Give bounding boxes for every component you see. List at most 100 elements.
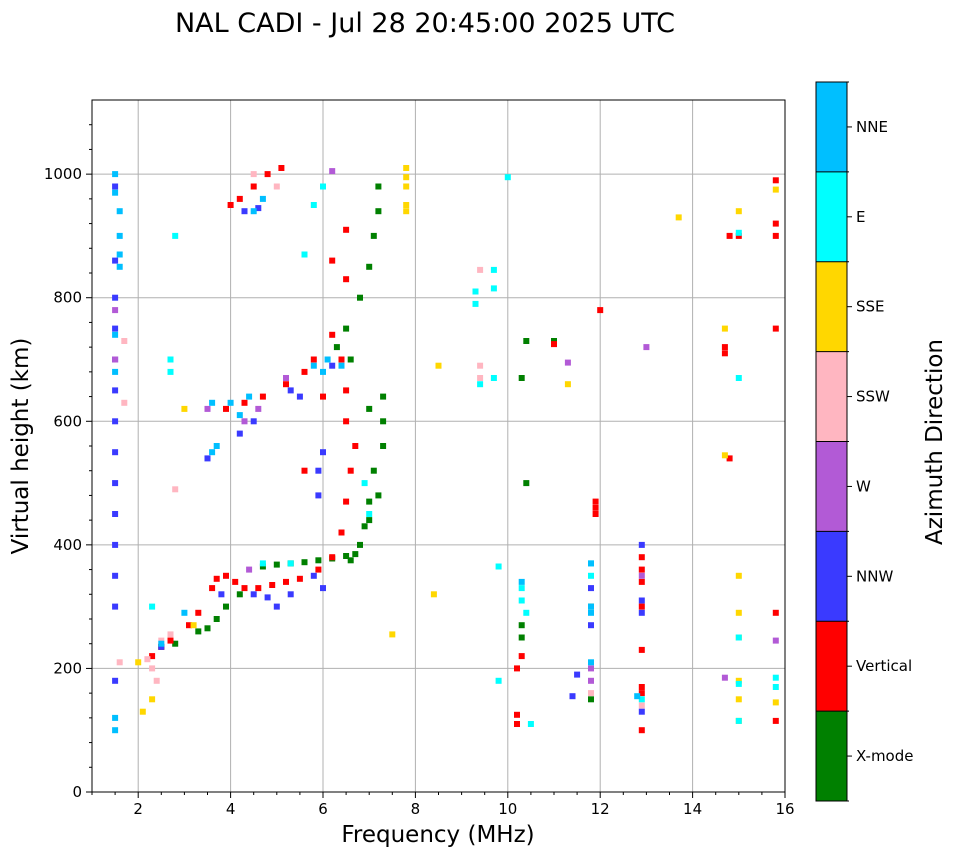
colorbar-frame [815,81,848,802]
data-point-x-mode [273,561,280,568]
data-point-e [735,634,742,641]
data-point-sse [149,696,156,703]
x-tick-label: 4 [226,800,236,818]
data-point-nne [116,263,123,270]
colorbar-segment [816,261,847,352]
data-point-vertical [149,653,156,660]
data-point-e [366,511,373,517]
data-point-x-mode [366,498,373,505]
data-point-nne [158,640,165,647]
data-point-sse [735,208,742,215]
data-point-nne [324,356,331,363]
y-tick-label: 0 [72,783,82,801]
data-point-ssw [477,266,484,273]
data-point-x-mode [375,208,382,215]
data-point-x-mode [588,696,594,703]
data-point-nnw [112,511,119,517]
data-point-nne [116,208,123,215]
data-point-e [167,356,174,363]
data-point-ssw [638,702,645,709]
data-point-ssw [273,183,280,190]
x-tick-label: 14 [683,800,702,818]
data-point-x-mode [223,603,229,610]
data-point-ssw [153,677,160,684]
data-point-ssw [149,665,156,672]
data-point-nnw [112,257,119,264]
data-point-w [721,674,728,681]
data-point-nne [588,609,594,616]
data-point-vertical [592,511,599,517]
data-point-nne [588,603,594,610]
colorbar-segment [816,621,847,712]
x-tick-label: 8 [411,800,421,818]
data-point-vertical [329,554,336,561]
colorbar-label: SSW [856,388,890,406]
data-point-w [255,405,262,412]
data-point-e [477,381,484,388]
data-point-w [329,168,336,175]
data-point-e [167,368,174,375]
data-point-x-mode [366,405,373,412]
plot-area [91,99,786,793]
data-point-ssw [121,399,128,406]
data-point-vertical [283,578,289,585]
data-point-sse [772,699,779,706]
y-tick-label: 600 [53,412,82,430]
data-point-nnw [296,393,303,400]
colorbar-label: E [856,208,865,226]
data-point-x-mode [380,418,387,425]
chart-title: NAL CADI - Jul 28 20:45:00 2025 UTC [175,8,675,39]
data-point-vertical [638,646,645,653]
data-point-sse [403,202,410,208]
data-point-nnw [255,205,262,212]
data-point-nnw [273,603,280,610]
data-points [112,165,779,734]
data-point-vertical [310,356,317,363]
data-point-w [204,405,211,412]
data-point-x-mode [380,393,387,400]
data-point-e [310,202,317,208]
data-point-nne [112,331,119,338]
colorbar-segment [816,441,847,532]
data-point-w [643,344,650,351]
colorbar-segment [816,351,847,442]
data-point-ssw [116,659,123,666]
data-point-x-mode [347,356,354,363]
data-point-nnw [112,449,119,456]
data-point-nne [588,560,594,567]
data-point-nnw [574,671,581,678]
data-point-w [564,359,571,366]
data-point-x-mode [518,634,525,641]
data-point-vertical [726,232,733,239]
data-point-e [735,717,742,724]
data-point-vertical [343,387,350,394]
data-point-nnw [112,677,119,684]
data-point-nne [259,195,266,202]
data-point-nnw [320,585,326,592]
y-tick-label: 400 [53,536,82,554]
data-point-e [490,266,497,273]
data-point-sse [403,208,410,215]
data-point-ssw [144,656,151,663]
data-point-e [504,174,511,181]
grid-lines [92,100,786,793]
data-point-vertical [283,381,289,388]
data-point-x-mode [172,640,179,647]
data-point-nnw [158,643,165,650]
data-point-x-mode [357,541,363,548]
data-point-x-mode [259,563,266,570]
data-point-w [772,637,779,644]
data-point-e [588,572,594,579]
data-point-ssw [588,690,594,697]
data-point-vertical [301,467,308,474]
data-point-nnw [218,591,225,598]
data-point-vertical [551,341,557,348]
data-point-vertical [514,721,520,727]
data-point-vertical [597,307,604,314]
data-point-x-mode [357,294,363,301]
data-point-sse [675,214,682,221]
data-point-vertical [269,582,276,588]
data-point-nne [116,232,123,239]
data-point-nnw [638,708,645,715]
data-point-x-mode [523,480,530,487]
